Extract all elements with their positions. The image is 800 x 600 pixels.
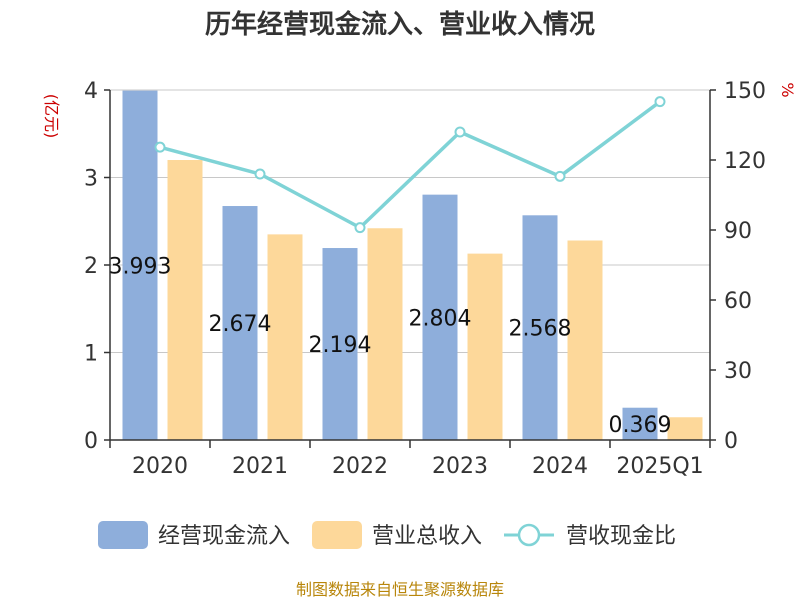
left-axis-unit: (亿元) xyxy=(42,94,61,139)
legend-swatch xyxy=(312,521,362,549)
legend: 经营现金流入 营业总收入 营收现金比 xyxy=(98,521,676,549)
bar-revenue xyxy=(567,240,603,440)
right-axis-unit: % xyxy=(778,82,797,97)
bar-revenue xyxy=(167,160,203,440)
legend-swatch xyxy=(98,521,148,549)
ratio-point xyxy=(654,96,666,108)
right-tick-label: 120 xyxy=(724,149,766,174)
right-tick-label: 90 xyxy=(724,219,752,244)
data-labels: 3.993 2.674 2.194 2.804 2.568 0.369 xyxy=(109,254,672,438)
chart-title: 历年经营现金流入、营业收入情况 xyxy=(205,9,595,40)
data-label: 0.369 xyxy=(609,413,672,438)
bar-cash-inflow xyxy=(322,248,358,440)
data-label: 2.804 xyxy=(409,306,472,331)
ratio-line xyxy=(154,96,666,234)
bar-revenue xyxy=(367,228,403,440)
bars xyxy=(122,90,703,441)
bar-revenue xyxy=(667,417,703,440)
x-tick-label: 2024 xyxy=(532,454,588,479)
right-tick-label: 30 xyxy=(724,359,752,384)
left-tick-label: 3 xyxy=(84,167,98,192)
legend-label: 营收现金比 xyxy=(566,524,676,549)
x-tick-label: 2021 xyxy=(232,454,288,479)
data-label: 2.568 xyxy=(509,317,572,342)
ratio-point xyxy=(454,126,466,138)
legend-label: 经营现金流入 xyxy=(158,524,290,549)
ratio-point xyxy=(354,222,366,234)
data-label: 2.674 xyxy=(209,312,272,337)
bar-cash-inflow xyxy=(622,407,658,440)
bar-cash-inflow xyxy=(422,194,458,440)
ratio-point xyxy=(154,141,166,153)
bar-cash-inflow xyxy=(522,215,558,440)
left-tick-label: 4 xyxy=(84,79,98,104)
right-tick-label: 60 xyxy=(724,289,752,314)
right-tick-label: 150 xyxy=(724,79,766,104)
left-tick-label: 0 xyxy=(84,429,98,454)
data-label: 2.194 xyxy=(309,333,372,358)
x-tick-label: 2025Q1 xyxy=(616,454,703,479)
bar-cash-inflow xyxy=(122,90,158,441)
bar-cash-inflow xyxy=(222,206,258,440)
x-tick-label: 2022 xyxy=(332,454,388,479)
left-tick-label: 2 xyxy=(84,254,98,279)
bar-revenue xyxy=(467,253,503,440)
ratio-line-path xyxy=(159,100,662,230)
legend-marker xyxy=(517,523,541,547)
x-tick-label: 2023 xyxy=(432,454,488,479)
legend-label: 营业总收入 xyxy=(372,524,482,549)
x-tick-label: 2020 xyxy=(132,454,188,479)
axes: 0 1 2 3 4 0 30 60 90 120 150 2020 2021 2022 2023 2024 20… xyxy=(84,79,766,479)
ratio-point xyxy=(254,168,266,180)
right-tick-label: 0 xyxy=(724,429,738,454)
source-note: 制图数据来自恒生聚源数据库 xyxy=(296,580,504,599)
bar-revenue xyxy=(267,234,303,440)
data-label: 3.993 xyxy=(109,254,172,279)
left-tick-label: 1 xyxy=(84,342,98,367)
ratio-point xyxy=(554,170,566,182)
